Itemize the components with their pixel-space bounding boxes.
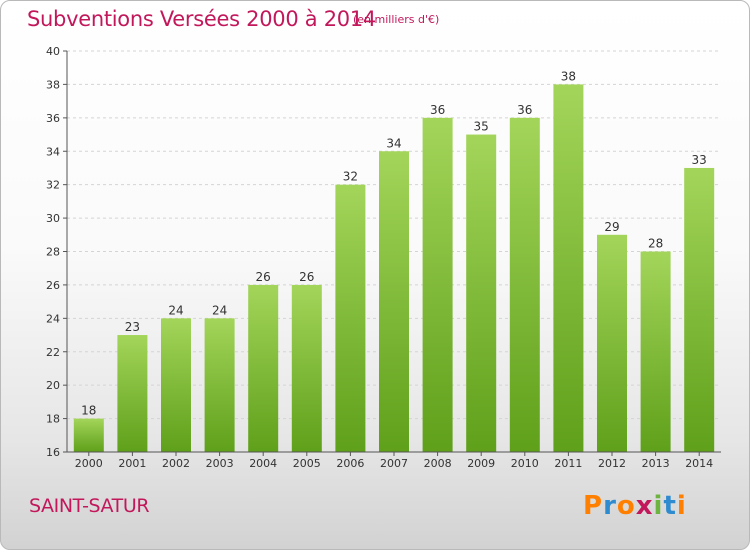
- data-label: 26: [299, 270, 314, 284]
- data-label: 34: [386, 136, 401, 150]
- chart-title: Subventions Versées 2000 à 2014: [27, 7, 376, 31]
- data-label: 18: [81, 404, 96, 418]
- bar-2014[interactable]: [684, 167, 715, 453]
- data-label: 32: [343, 170, 358, 184]
- logo-letter: t: [663, 491, 677, 521]
- x-tick-label: 2005: [293, 457, 321, 470]
- y-tick-label: 20: [46, 379, 60, 392]
- y-tick-label: 34: [46, 145, 60, 158]
- x-tick-label: 2008: [424, 457, 452, 470]
- bar-2008[interactable]: [422, 117, 453, 452]
- data-label: 24: [168, 303, 183, 317]
- x-tick-label: 2003: [206, 457, 234, 470]
- logo-letter: i: [653, 491, 664, 521]
- data-label: 36: [430, 103, 445, 117]
- logo-letter: x: [635, 491, 654, 521]
- x-tick-label: 2001: [118, 457, 146, 470]
- x-tick-label: 2006: [336, 457, 364, 470]
- proxiti-logo[interactable]: Proxiti: [583, 491, 687, 521]
- bars: [73, 84, 715, 453]
- y-tick-label: 22: [46, 346, 60, 359]
- data-label: 35: [474, 120, 489, 134]
- logo-letter: i: [676, 491, 687, 521]
- y-tick-label: 26: [46, 279, 60, 292]
- bar-2012[interactable]: [597, 234, 627, 452]
- data-label: 24: [212, 303, 227, 317]
- bar-2011[interactable]: [553, 84, 584, 453]
- y-tick-label: 16: [46, 446, 60, 459]
- data-label: 33: [692, 153, 707, 167]
- y-tick-label: 18: [46, 413, 60, 426]
- data-label: 28: [648, 237, 663, 251]
- logo-letter: P: [583, 491, 604, 521]
- x-tick-label: 2012: [598, 457, 626, 470]
- logo-letter: o: [616, 491, 636, 521]
- bar-2002[interactable]: [161, 318, 191, 452]
- y-tick-label: 40: [46, 45, 60, 58]
- x-tick-label: 2007: [380, 457, 408, 470]
- y-tick-label: 24: [46, 312, 60, 325]
- x-tick-label: 2013: [642, 457, 670, 470]
- place-name: SAINT-SATUR: [29, 495, 150, 517]
- y-tick-label: 38: [46, 78, 60, 91]
- bar-2013[interactable]: [640, 251, 671, 453]
- y-tick-label: 32: [46, 179, 60, 192]
- chart-subtitle: (en milliers d'€): [353, 13, 440, 26]
- logo-letter: r: [603, 491, 617, 521]
- data-label: 26: [256, 270, 271, 284]
- axes: 16 18 20 22 24 26 28 30 32 34 36 38 40 2000 2001 2002 20…: [46, 45, 721, 470]
- x-tick-label: 2002: [162, 457, 190, 470]
- y-tick-label: 30: [46, 212, 60, 225]
- x-tick-label: 2010: [511, 457, 539, 470]
- data-label: 38: [561, 69, 576, 83]
- bar-2009[interactable]: [466, 134, 497, 452]
- bar-2010[interactable]: [509, 117, 540, 452]
- x-tick-label: 2011: [554, 457, 582, 470]
- x-tick-label: 2009: [467, 457, 495, 470]
- bar-2005[interactable]: [291, 284, 322, 452]
- bar-2007[interactable]: [379, 151, 409, 452]
- data-labels: 18 23 24 24 26 26 32 34 36 35 36 38 29 28 33: [81, 69, 707, 417]
- y-tick-label: 28: [46, 246, 60, 259]
- data-label: 23: [125, 320, 140, 334]
- data-label: 36: [517, 103, 532, 117]
- x-tick-label: 2000: [75, 457, 103, 470]
- bar-2001[interactable]: [117, 335, 148, 452]
- bar-2004[interactable]: [248, 284, 279, 452]
- bar-2006[interactable]: [335, 184, 366, 452]
- data-label: 29: [604, 220, 619, 234]
- bar-2000[interactable]: [73, 418, 104, 452]
- y-tick-label: 36: [46, 112, 60, 125]
- x-tick-label: 2004: [249, 457, 277, 470]
- x-tick-label: 2014: [685, 457, 713, 470]
- bar-2003[interactable]: [204, 318, 235, 452]
